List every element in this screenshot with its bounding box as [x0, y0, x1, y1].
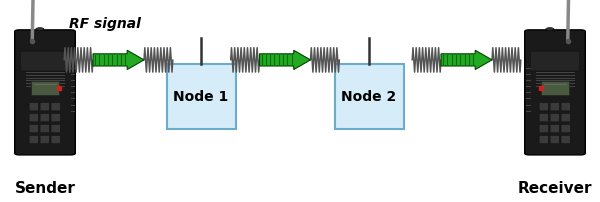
FancyBboxPatch shape — [561, 136, 571, 144]
FancyBboxPatch shape — [20, 52, 70, 72]
Text: Sender: Sender — [14, 180, 76, 195]
Bar — [541, 82, 569, 95]
FancyBboxPatch shape — [561, 125, 571, 133]
Text: Node 1: Node 1 — [173, 90, 229, 104]
Text: Node 2: Node 2 — [341, 90, 397, 104]
FancyBboxPatch shape — [40, 125, 49, 133]
FancyBboxPatch shape — [29, 136, 38, 144]
FancyBboxPatch shape — [51, 114, 61, 122]
FancyBboxPatch shape — [550, 103, 559, 111]
FancyBboxPatch shape — [530, 52, 580, 72]
Circle shape — [36, 28, 44, 31]
FancyBboxPatch shape — [40, 114, 49, 122]
FancyBboxPatch shape — [539, 103, 548, 111]
FancyBboxPatch shape — [550, 125, 559, 133]
FancyBboxPatch shape — [550, 136, 559, 144]
FancyBboxPatch shape — [539, 136, 548, 144]
FancyBboxPatch shape — [14, 31, 76, 155]
FancyBboxPatch shape — [40, 103, 49, 111]
FancyBboxPatch shape — [561, 103, 571, 111]
FancyBboxPatch shape — [539, 114, 548, 122]
Text: Receiver: Receiver — [518, 180, 592, 195]
FancyBboxPatch shape — [539, 125, 548, 133]
FancyBboxPatch shape — [51, 136, 61, 144]
FancyArrow shape — [441, 51, 492, 70]
FancyBboxPatch shape — [561, 114, 571, 122]
FancyBboxPatch shape — [51, 103, 61, 111]
Circle shape — [546, 28, 554, 31]
FancyBboxPatch shape — [29, 103, 38, 111]
Text: RF signal: RF signal — [69, 17, 141, 31]
Bar — [335, 65, 404, 129]
FancyBboxPatch shape — [29, 114, 38, 122]
FancyBboxPatch shape — [525, 31, 586, 155]
FancyBboxPatch shape — [29, 125, 38, 133]
FancyArrow shape — [259, 51, 311, 70]
Bar — [167, 65, 236, 129]
FancyBboxPatch shape — [40, 136, 49, 144]
FancyBboxPatch shape — [51, 125, 61, 133]
FancyBboxPatch shape — [550, 114, 559, 122]
Bar — [31, 82, 59, 95]
FancyArrow shape — [93, 51, 144, 70]
